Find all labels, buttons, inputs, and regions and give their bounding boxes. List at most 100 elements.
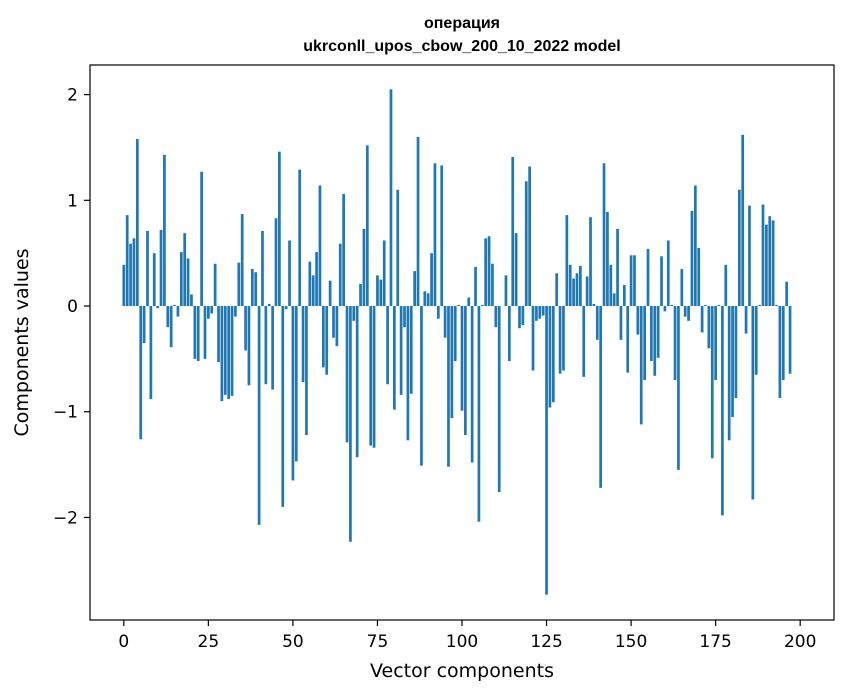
bar	[284, 306, 288, 310]
chart-title-line2: ukrconll_upos_cbow_200_10_2022 model	[303, 38, 620, 55]
bar	[200, 171, 203, 307]
bar	[653, 306, 657, 376]
bar	[497, 306, 501, 493]
bar	[190, 294, 193, 307]
bar	[748, 205, 751, 307]
bar	[551, 306, 555, 403]
bar	[362, 228, 366, 307]
bar	[524, 181, 528, 307]
bar	[217, 306, 220, 363]
bar	[291, 306, 295, 481]
bar	[531, 306, 535, 371]
bar	[785, 281, 789, 307]
bar	[342, 193, 345, 307]
bar	[436, 306, 440, 319]
bar	[548, 306, 552, 408]
bar	[474, 266, 477, 307]
bar	[163, 154, 166, 307]
bar	[477, 306, 481, 522]
y-tick-label: −2	[53, 508, 78, 528]
bar	[480, 304, 484, 307]
bar	[765, 224, 768, 307]
x-axis-ticks: 0 25 50 75 100 125 150 175 200	[118, 620, 816, 652]
bar	[352, 306, 356, 321]
bar	[328, 280, 332, 307]
bar	[771, 220, 775, 307]
bar	[751, 306, 755, 500]
bar	[267, 303, 271, 307]
bar	[355, 306, 359, 458]
bar	[169, 306, 173, 348]
bar	[203, 306, 207, 359]
bar	[237, 262, 241, 307]
bar	[721, 306, 724, 516]
bar	[396, 189, 400, 307]
bar	[693, 185, 697, 307]
bar	[589, 217, 592, 307]
bar	[602, 163, 606, 307]
x-tick-label: 50	[282, 632, 304, 652]
bar	[305, 306, 308, 435]
bar	[315, 252, 318, 307]
bar	[230, 306, 234, 396]
bar	[683, 306, 687, 317]
y-tick-label: −1	[53, 403, 78, 423]
bar	[622, 284, 626, 307]
bar	[349, 306, 352, 542]
bar	[399, 306, 403, 395]
bar	[321, 306, 325, 368]
bar	[139, 306, 143, 440]
bar	[318, 185, 322, 307]
y-axis-ticks: −2 −1 0 1 2	[53, 86, 90, 528]
bar	[487, 236, 491, 307]
x-tick-label: 200	[784, 632, 816, 652]
bar	[737, 189, 741, 307]
bar	[754, 306, 758, 375]
bar	[521, 306, 525, 326]
bar	[240, 214, 244, 307]
bar	[244, 306, 247, 351]
bar	[633, 255, 636, 307]
bar	[257, 306, 261, 525]
bar	[359, 283, 362, 307]
bar	[223, 306, 227, 395]
bar	[254, 272, 258, 307]
bar	[595, 306, 599, 340]
bar	[345, 306, 349, 443]
bar	[558, 306, 562, 374]
bar	[213, 263, 217, 307]
bar	[433, 163, 437, 307]
bar	[247, 306, 251, 386]
bar	[460, 306, 464, 411]
bar	[518, 306, 521, 329]
bar	[227, 306, 231, 400]
bar	[149, 306, 153, 400]
chart-title-line1: операция	[424, 15, 500, 32]
bar	[741, 134, 745, 307]
x-tick-label: 0	[118, 632, 129, 652]
bar	[673, 306, 677, 381]
bar	[470, 306, 474, 463]
bar	[491, 263, 494, 307]
bar	[670, 304, 674, 307]
bar	[775, 304, 778, 307]
bar	[504, 275, 508, 307]
bar	[207, 306, 210, 319]
bar	[758, 304, 761, 307]
bar	[606, 211, 609, 307]
y-tick-label: 1	[67, 191, 78, 211]
bar	[710, 306, 714, 459]
bar	[545, 306, 548, 595]
bar	[744, 306, 748, 334]
x-axis-label: Vector components	[370, 660, 554, 682]
bar	[403, 306, 406, 328]
bar	[386, 306, 389, 385]
bar	[528, 166, 531, 307]
bar	[338, 243, 342, 307]
bar	[125, 215, 129, 307]
y-tick-label: 0	[67, 297, 78, 317]
bar	[129, 243, 132, 307]
bar	[585, 276, 589, 307]
bar	[416, 136, 420, 307]
bar	[660, 256, 663, 307]
